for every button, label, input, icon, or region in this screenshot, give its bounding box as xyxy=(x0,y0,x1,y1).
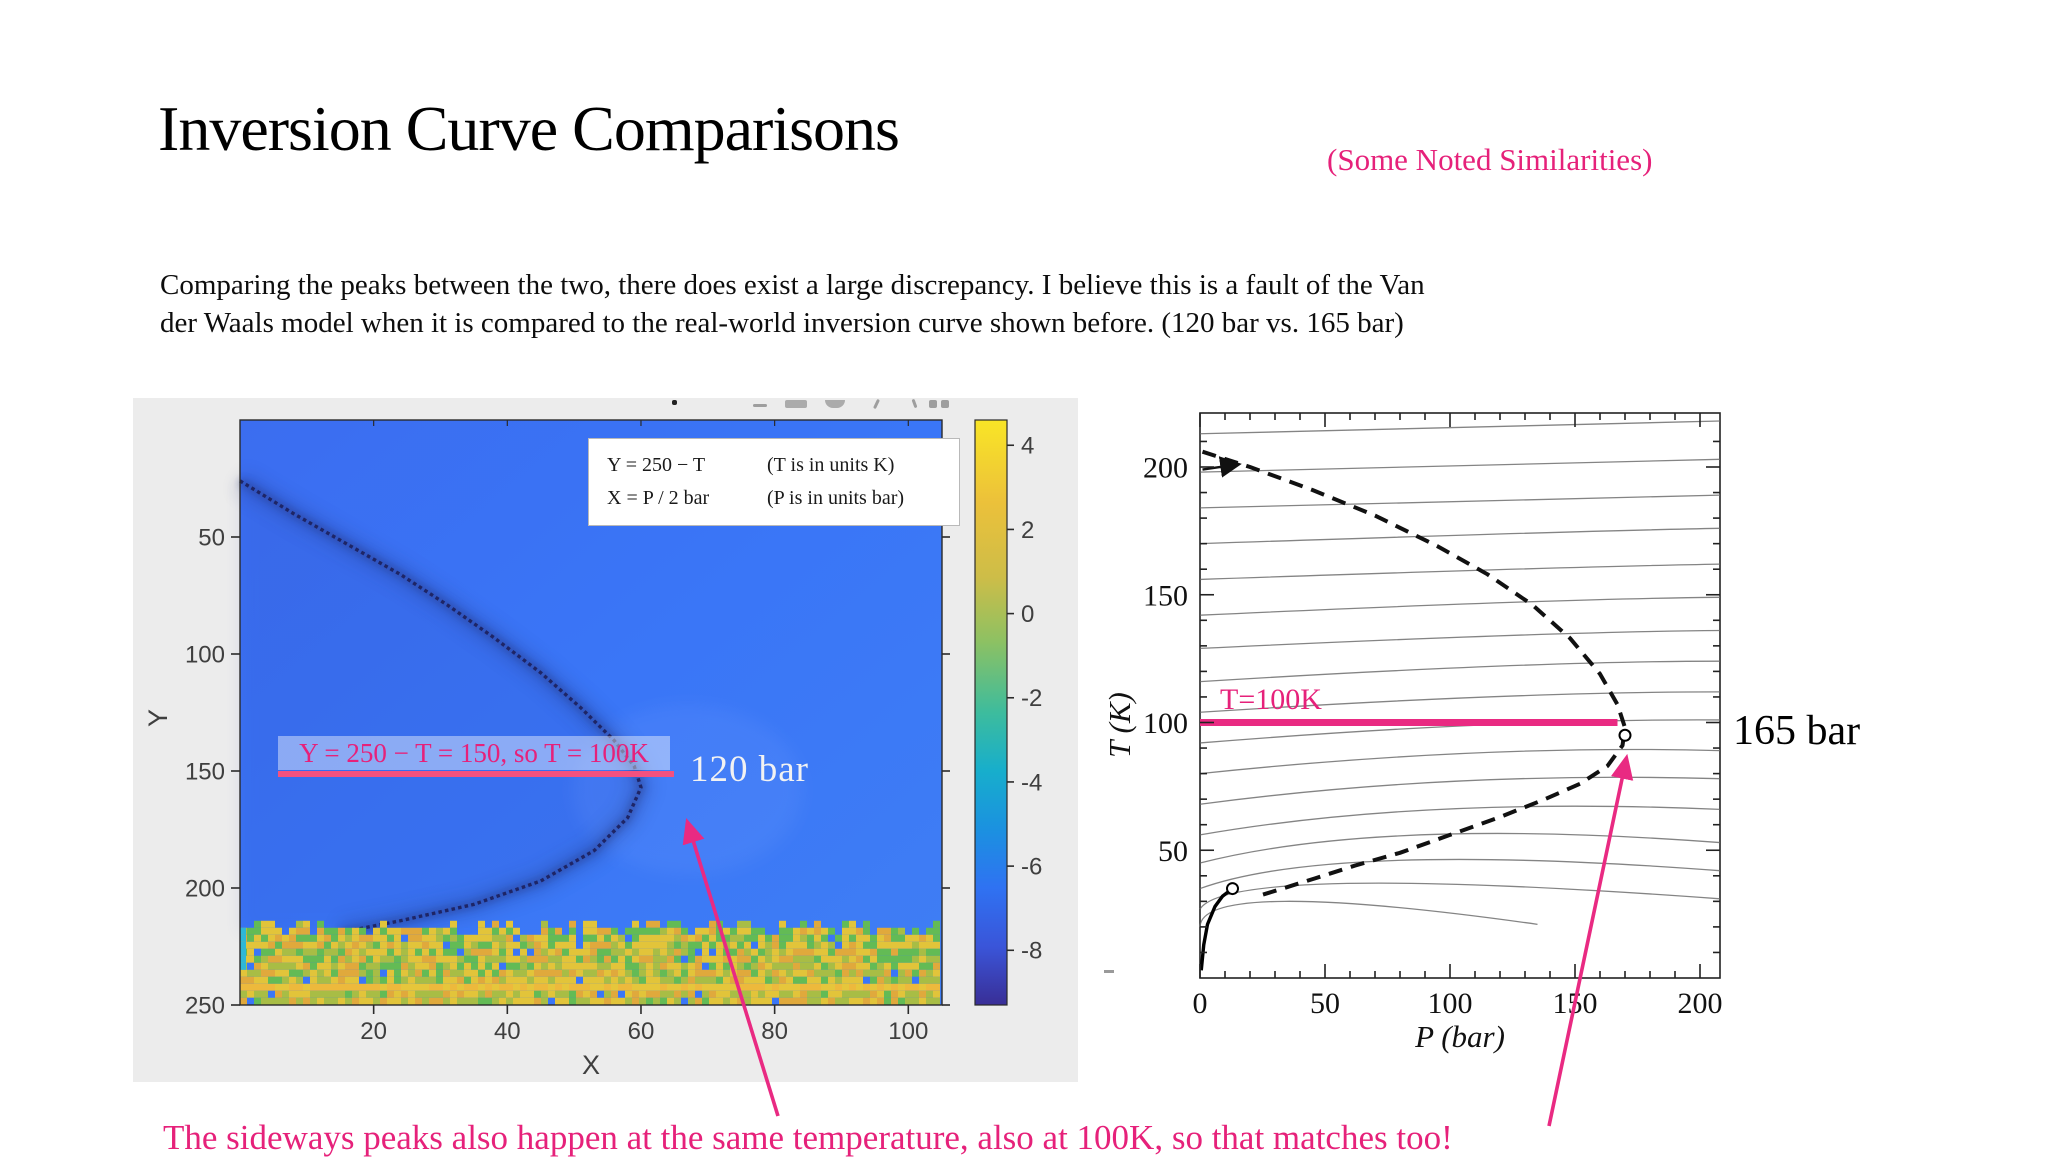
svg-text:50: 50 xyxy=(198,524,225,551)
hline-temperature-label: T=100K xyxy=(1220,683,1322,716)
svg-text:250: 250 xyxy=(185,992,225,1019)
svg-text:-4: -4 xyxy=(1021,769,1042,796)
svg-text:80: 80 xyxy=(761,1018,788,1045)
axis-corner-artifact xyxy=(1104,970,1114,973)
svg-text:200: 200 xyxy=(1678,987,1723,1020)
svg-text:100: 100 xyxy=(888,1018,928,1045)
svg-text:150: 150 xyxy=(185,758,225,785)
peak-pressure-label: 120 bar xyxy=(690,749,809,790)
heatmap-legend: Y = 250 − T (T is in units K) X = P / 2 … xyxy=(588,438,960,526)
colorbar-ticks: 4 2 0 -2 -4 -6 -8 xyxy=(1007,433,1042,965)
inversion-curve-heatmap xyxy=(233,470,803,945)
hline-annotation-text: Y = 250 − T = 150, so T = 100K xyxy=(278,736,670,770)
paragraph-line-1: Comparing the peaks between the two, the… xyxy=(160,269,1425,301)
svg-text:40: 40 xyxy=(494,1018,521,1045)
toolbar-dot-icon xyxy=(672,400,677,405)
toolbar-home-icon[interactable] xyxy=(941,400,949,408)
toolbar-zoom-out-icon[interactable] xyxy=(929,400,937,408)
peak-pressure-label: 165 bar xyxy=(1733,708,1861,754)
y-axis-label: Y xyxy=(143,709,173,727)
inversion-and-saturation-curves xyxy=(1199,449,1632,971)
svg-text:60: 60 xyxy=(628,1018,655,1045)
legend-formula-1: Y = 250 − T xyxy=(607,454,706,476)
svg-text:200: 200 xyxy=(1143,452,1188,485)
svg-text:0: 0 xyxy=(1193,987,1208,1020)
svg-text:2: 2 xyxy=(1021,517,1034,544)
legend-formula-2: X = P / 2 bar xyxy=(607,487,710,509)
body-paragraph: Comparing the peaks between the two, the… xyxy=(160,266,1920,342)
svg-text:100: 100 xyxy=(1428,987,1473,1020)
svg-text:0: 0 xyxy=(1021,601,1034,628)
y-axis-label: T (K) xyxy=(1102,692,1137,758)
toolbar-minimize-icon[interactable] xyxy=(753,404,767,407)
svg-text:150: 150 xyxy=(1553,987,1598,1020)
svg-text:50: 50 xyxy=(1310,987,1340,1020)
isenthalp-curves xyxy=(1199,420,1721,927)
toolbar-copy-icon[interactable] xyxy=(825,400,845,408)
axis-ticks xyxy=(1199,413,1720,978)
paragraph-line-2: der Waals model when it is compared to t… xyxy=(160,307,1404,339)
svg-text:-2: -2 xyxy=(1021,685,1042,712)
colorbar xyxy=(974,419,1008,1006)
vdw-heatmap-figure: 20 40 60 80 100 50 100 150 200 250 4 2 0 -2 -4 -6 -8 X … xyxy=(133,398,1078,1082)
bottom-annotation: The sideways peaks also happen at the sa… xyxy=(163,1118,1453,1157)
svg-text:200: 200 xyxy=(185,875,225,902)
page-title: Inversion Curve Comparisons xyxy=(158,93,900,164)
subtitle: (Some Noted Similarities) xyxy=(1327,142,1653,177)
svg-text:100: 100 xyxy=(1143,707,1188,740)
legend-units-2: (P is in units bar) xyxy=(767,487,905,509)
tk-plot-canvas: 0 50 100 150 200 50 100 150 200 P (bar) T (K) xyxy=(1102,412,1723,1054)
svg-text:4: 4 xyxy=(1021,433,1034,460)
svg-text:100: 100 xyxy=(185,641,225,668)
hline-T100 xyxy=(278,771,674,777)
x-axis-label: P (bar) xyxy=(1414,1019,1505,1054)
toolbar-save-icon[interactable] xyxy=(785,400,807,408)
real-inversion-figure: 0 50 100 150 200 50 100 150 200 P (bar) T (K) T=… xyxy=(1100,395,2060,1085)
svg-text:50: 50 xyxy=(1158,835,1188,868)
svg-text:-6: -6 xyxy=(1021,854,1042,881)
axes-box xyxy=(239,419,943,1006)
axes-box xyxy=(1199,412,1721,979)
svg-text:-8: -8 xyxy=(1021,938,1042,965)
x-axis-label: X xyxy=(582,1050,600,1080)
svg-text:150: 150 xyxy=(1143,579,1188,612)
noise-band xyxy=(240,920,940,1005)
legend-units-1: (T is in units K) xyxy=(767,454,895,476)
svg-text:20: 20 xyxy=(360,1018,387,1045)
